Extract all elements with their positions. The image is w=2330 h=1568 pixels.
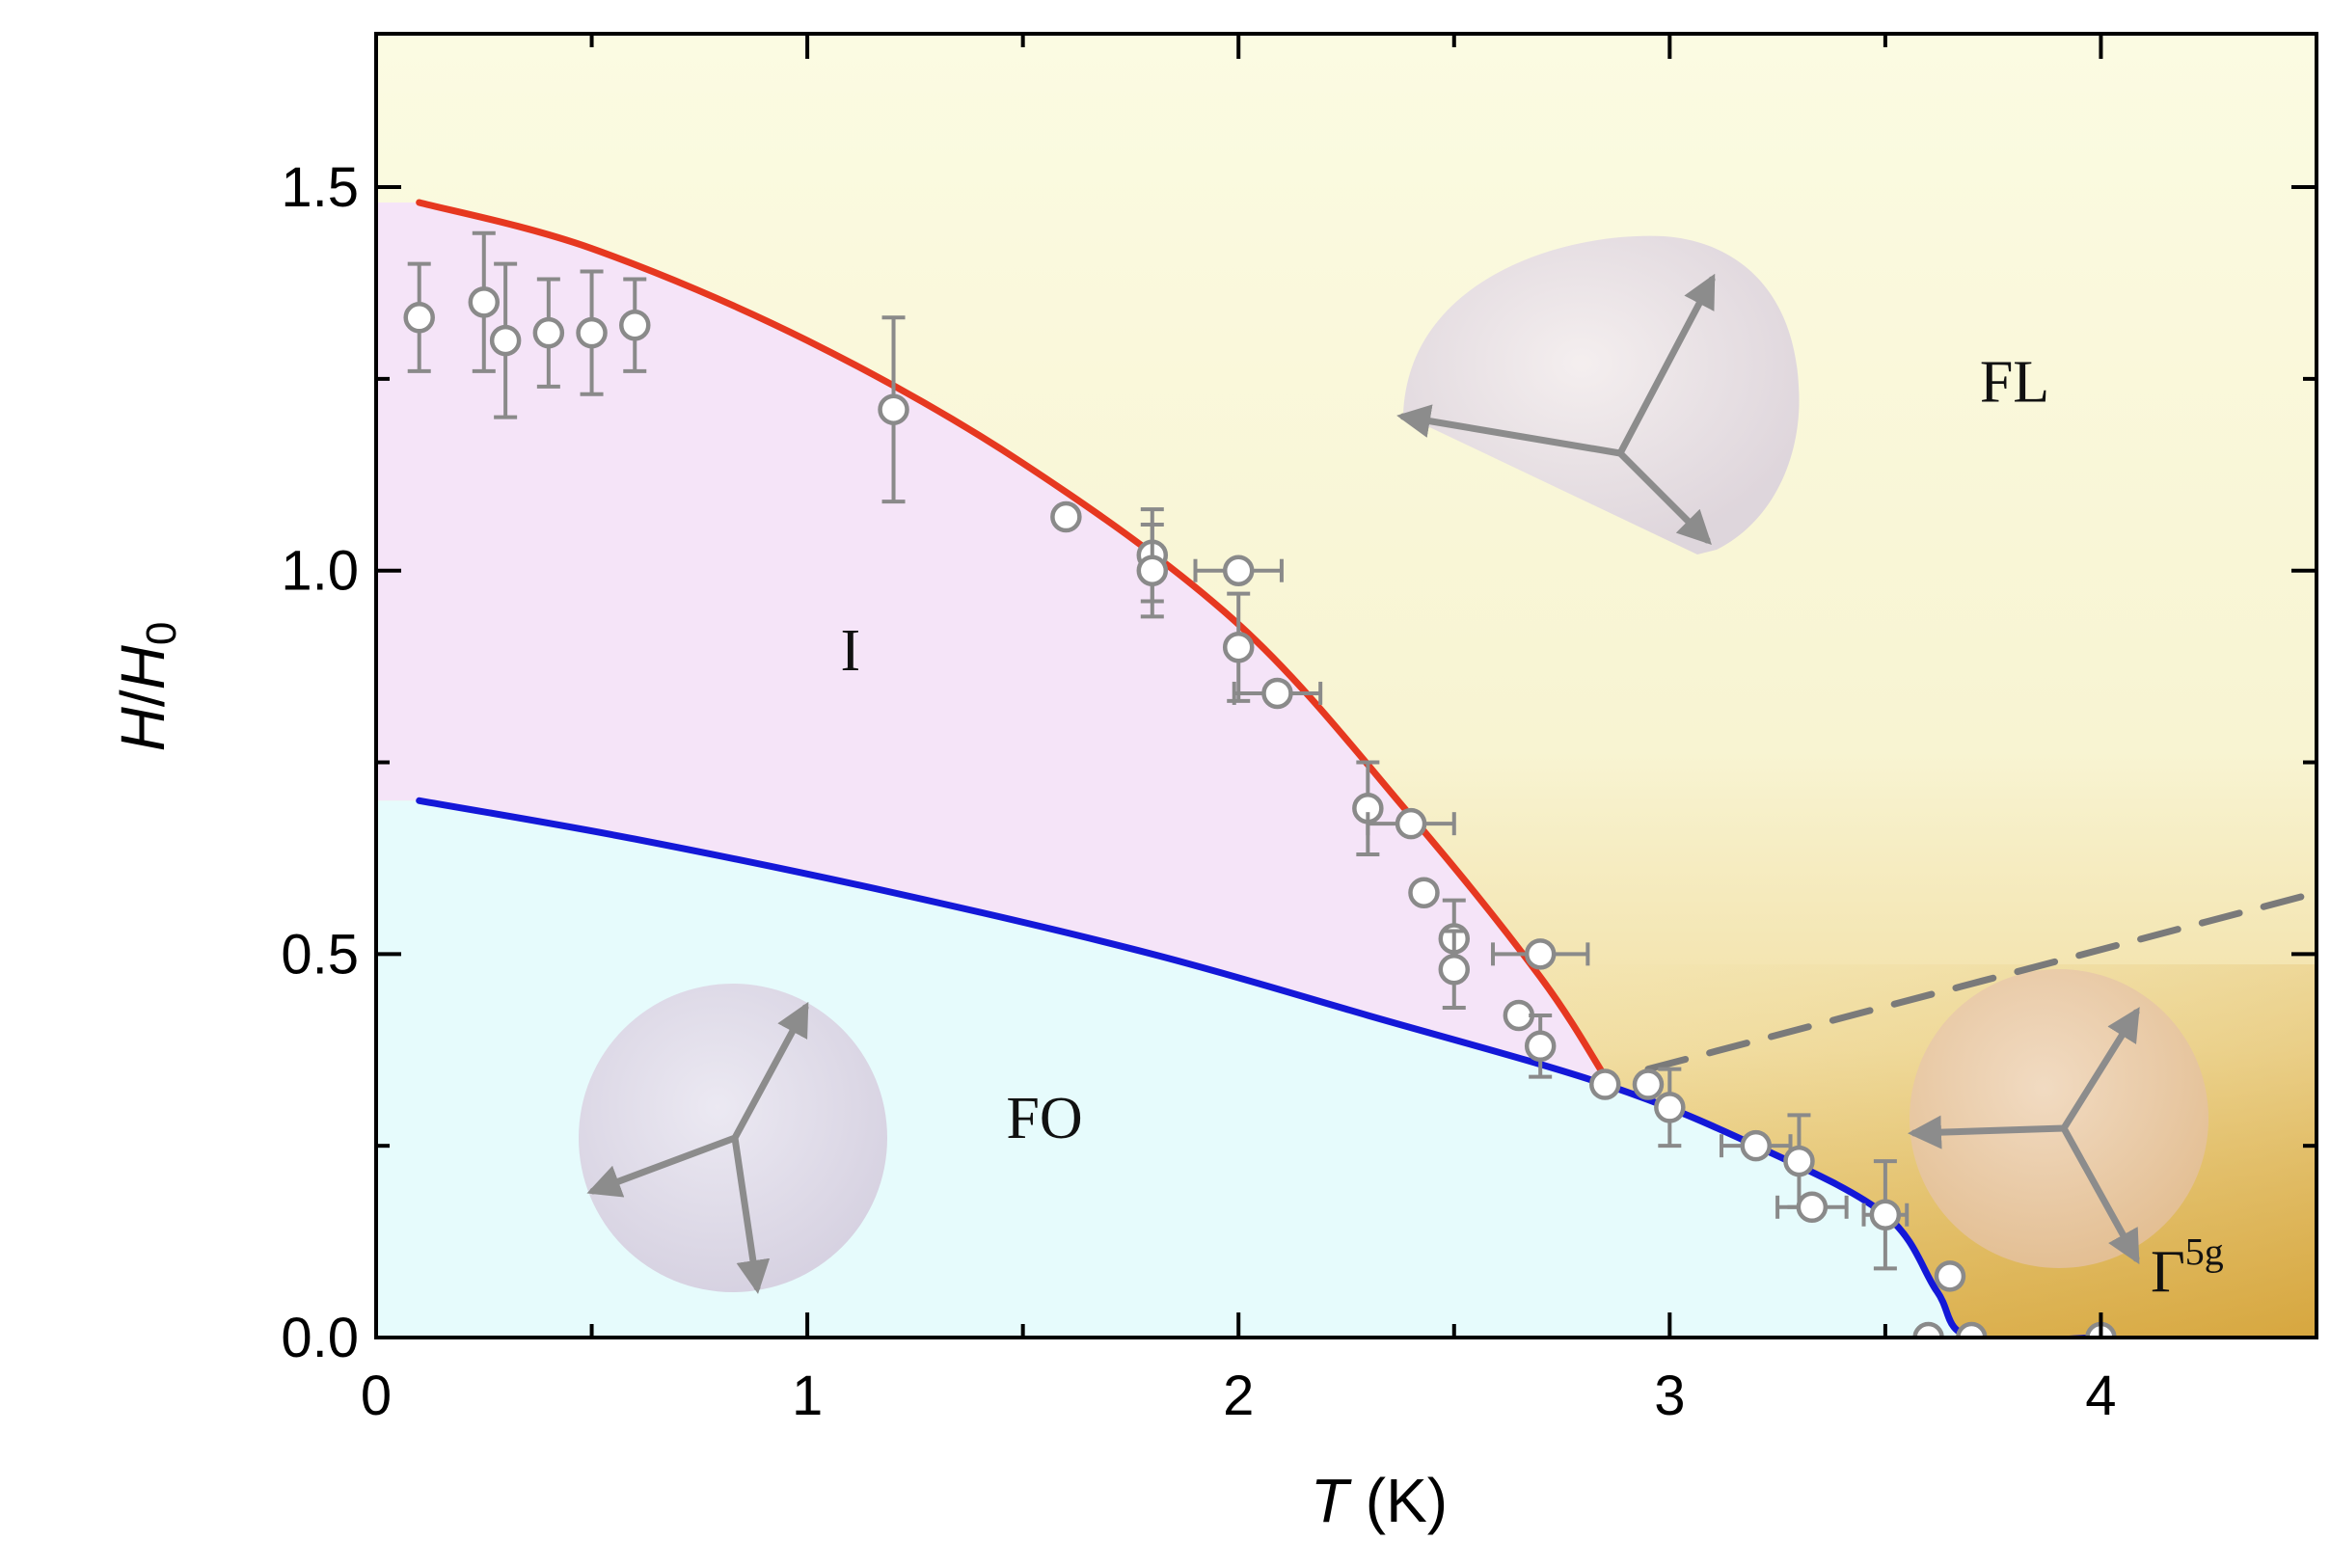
x-tick-label: 1 [792,1365,823,1427]
data-point [403,261,435,373]
y-axis-title-variable: H [108,706,177,751]
data-point-marker [489,324,522,357]
data-point-marker [1524,938,1557,970]
data-point [1956,1321,1988,1338]
data-point [1193,554,1284,586]
data-point [1222,591,1255,703]
data-point [1408,877,1440,908]
data-point [532,277,565,389]
data-point [1438,929,1471,1011]
data-point-marker [1912,1321,1944,1338]
data-point-marker [468,286,501,318]
data-point [1050,500,1082,533]
curves-layer [416,199,2316,1338]
data-point [1491,938,1590,970]
data-point [1912,1321,1944,1338]
data-point-marker [1408,877,1440,908]
data-point [1654,1067,1686,1149]
data-point-marker [1503,999,1535,1032]
data-point [619,277,651,373]
curve-blue [416,797,2104,1338]
data-point [1503,999,1535,1032]
data-point [1934,1260,1966,1292]
x-tick-label: 0 [361,1365,392,1427]
data-point [1632,1068,1665,1100]
region-i-fill [376,202,1606,1085]
y-axis-title-separator: / [108,689,177,707]
y-tick-label: 0.5 [281,923,359,986]
data-point-marker [1934,1260,1966,1292]
y-tick-label: 1.0 [281,540,359,603]
x-tick-label: 2 [1223,1365,1254,1427]
data-point [1589,1068,1621,1100]
data-point-marker [1438,954,1471,986]
data-point-marker [1632,1068,1665,1100]
curve-red [416,199,1609,1081]
region-label: FO [1006,1086,1082,1151]
x-axis-title: T (K) [1311,1466,1448,1535]
spin-arrow-illustration-fo [579,984,887,1294]
data-point-marker [1654,1092,1686,1123]
data-point-marker [1136,554,1169,586]
data-point-marker [619,309,651,341]
data-point-marker [1589,1068,1621,1100]
data-point [1136,522,1169,619]
region-label: I [840,618,860,684]
y-tick-label: 0.0 [281,1307,359,1369]
data-point-marker [1222,554,1255,586]
y-axis-title-subscript: 0 [138,622,185,645]
data-point [1775,1191,1849,1224]
data-point-marker [1783,1145,1815,1177]
data-point-marker [1050,500,1082,533]
data-point [468,230,501,373]
y-axis-title: H/H0 [108,622,185,752]
y-tick-label: 1.5 [281,156,359,219]
data-point-marker [576,316,608,349]
spin-arrow-illustration-fl [1396,235,1800,555]
data-point-marker [1222,631,1255,663]
data-point-marker [1956,1321,1988,1338]
points-layer [403,230,2117,1338]
x-axis-title-variable: T [1311,1466,1352,1535]
data-point-marker [878,393,909,425]
curve-dashed [1644,889,2316,1073]
data-point-marker [1796,1191,1829,1224]
data-point-marker [403,302,435,334]
data-point [1719,1129,1793,1162]
data-point-marker [532,316,565,349]
x-tick-label: 4 [2085,1365,2116,1427]
spin-arrow-illustration-gamma [1908,969,2208,1268]
plot-frame [374,32,2318,1339]
region-label: FL [1980,350,2049,416]
data-point [576,269,608,396]
data-point [1861,1159,1910,1271]
data-point [878,315,909,504]
x-axis-title-unit: (K) [1348,1466,1448,1535]
ticks-layer: 0 1 2 3 4 0.0 0.5 1.0 1.5 [281,34,2316,1427]
data-point-marker [1524,1030,1557,1063]
data-point-marker [1395,807,1427,840]
data-point-marker [1740,1129,1773,1162]
data-point [1524,1013,1557,1079]
data-point-marker [1869,1199,1902,1231]
x-tick-label: 3 [1654,1365,1685,1427]
region-label-superscript: 5g [2185,1230,2224,1273]
y-axis-title-variable-2: H [108,644,177,689]
data-point-marker [1261,677,1293,710]
data-point [1232,677,1323,710]
data-point [1366,807,1456,840]
data-point [489,261,522,419]
